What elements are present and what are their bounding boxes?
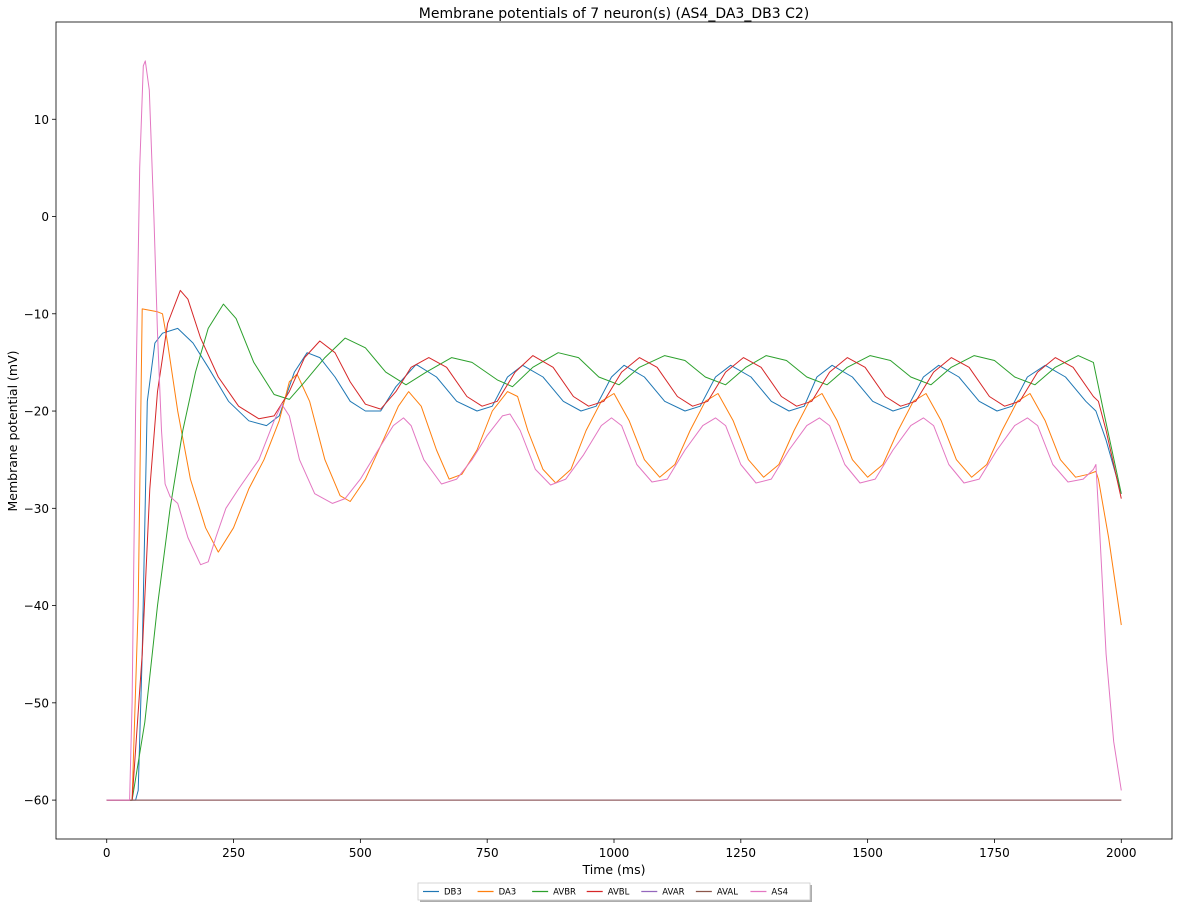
x-tick-label: 250 xyxy=(222,846,245,860)
x-tick-label: 0 xyxy=(103,846,111,860)
series-line-avbl xyxy=(106,289,1122,801)
y-axis: −60 −50 −40 −30 −20 −10 0 10 xyxy=(24,113,56,808)
y-tick-label: 10 xyxy=(34,113,49,127)
y-tick-label: 0 xyxy=(41,210,49,224)
chart-title: Membrane potentials of 7 neuron(s) (AS4_… xyxy=(419,6,809,22)
y-tick-label: −20 xyxy=(24,405,49,419)
x-tick-label: 1250 xyxy=(726,846,757,860)
legend-label-aval: AVAL xyxy=(717,888,738,898)
plot-area xyxy=(106,60,1122,801)
y-tick-label: −30 xyxy=(24,502,49,516)
x-tick-label: 1750 xyxy=(979,846,1010,860)
x-tick-label: 1000 xyxy=(599,846,630,860)
series-line-db3 xyxy=(106,327,1122,801)
series-line-da3 xyxy=(106,308,1122,801)
series-line-avbr xyxy=(106,303,1122,801)
y-tick-label: −40 xyxy=(24,599,49,613)
y-tick-label: −60 xyxy=(24,794,49,808)
x-axis-title: Time (ms) xyxy=(581,862,645,877)
legend-label-avbl: AVBL xyxy=(608,888,630,898)
legend-label-avar: AVAR xyxy=(662,888,684,898)
legend-label-avbr: AVBR xyxy=(553,888,576,898)
x-tick-label: 2000 xyxy=(1106,846,1137,860)
legend-label-da3: DA3 xyxy=(499,888,517,898)
x-tick-label: 500 xyxy=(349,846,372,860)
x-tick-label: 1500 xyxy=(852,846,883,860)
legend-box xyxy=(417,882,811,901)
legend-label-db3: DB3 xyxy=(444,888,462,898)
y-tick-label: −50 xyxy=(24,696,49,710)
legend: DB3 DA3 AVBR AVBL AVAR AVAL AS4 xyxy=(417,882,812,902)
x-axis: 0 250 500 750 1000 1250 1500 1750 2000 xyxy=(103,839,1137,860)
y-axis-title: Membrane potential (mV) xyxy=(5,350,20,511)
series-line-as4 xyxy=(106,60,1122,801)
legend-label-as4: AS4 xyxy=(771,888,788,898)
y-tick-label: −10 xyxy=(24,307,49,321)
x-tick-label: 750 xyxy=(476,846,499,860)
